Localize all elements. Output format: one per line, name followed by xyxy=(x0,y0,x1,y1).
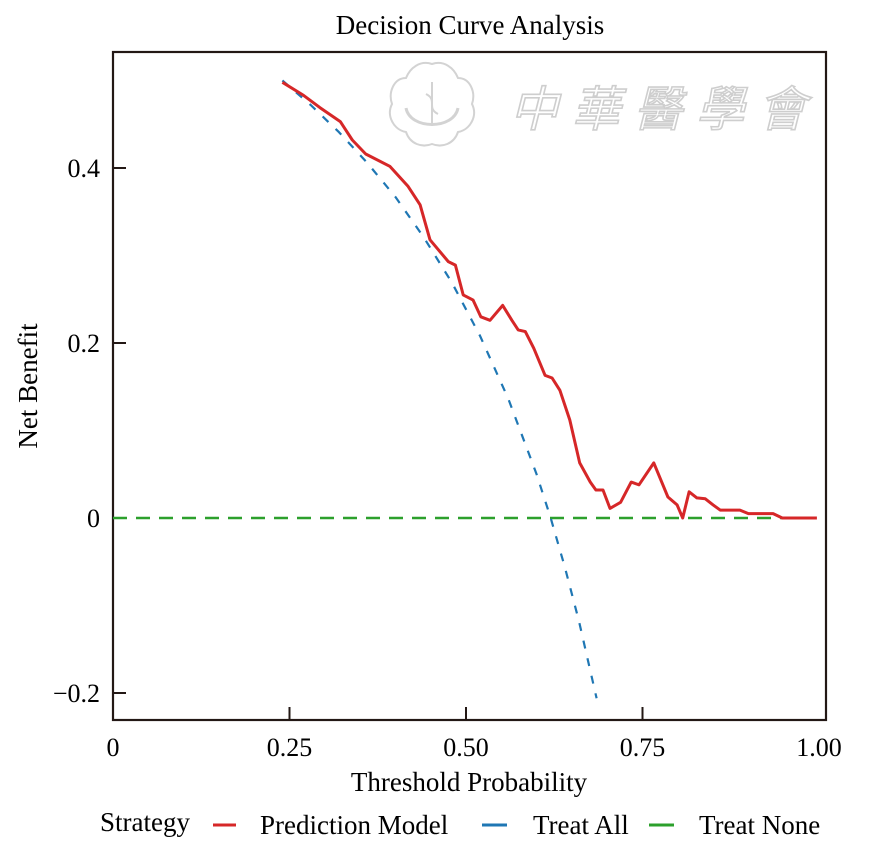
y-axis-label: Net Benefit xyxy=(13,323,43,449)
legend-label-treat-none: Treat None xyxy=(699,810,820,840)
y-tick-label: 0 xyxy=(87,504,100,533)
series-line-prediction-model xyxy=(281,81,817,520)
x-tick-label: 0.25 xyxy=(267,733,313,762)
watermark: 中華醫學會 xyxy=(388,62,820,147)
watermark-text: 中華醫學會 xyxy=(510,82,820,138)
x-tick-label: 1.00 xyxy=(796,733,842,762)
chart-title: Decision Curve Analysis xyxy=(336,10,604,40)
x-axis: 0 0.25 0.50 0.75 1.00 xyxy=(107,707,842,762)
y-tick-label: 0.2 xyxy=(68,329,101,358)
series-layer xyxy=(113,79,817,699)
legend-label-treat-all: Treat All xyxy=(533,810,629,840)
y-tick-label: 0.4 xyxy=(68,154,101,183)
legend-label-prediction-model: Prediction Model xyxy=(260,810,448,840)
legend-title: Strategy xyxy=(100,807,190,837)
x-axis-label: Threshold Probability xyxy=(351,767,588,797)
legend: Strategy Prediction Model Treat All Trea… xyxy=(100,807,820,840)
x-tick-label: 0.75 xyxy=(620,733,666,762)
x-tick-label: 0.50 xyxy=(443,733,489,762)
emblem-icon xyxy=(388,62,476,147)
plot-frame xyxy=(111,50,828,722)
x-tick-label: 0 xyxy=(107,733,120,762)
series-line-treat-all xyxy=(281,79,598,699)
y-axis: −0.2 0 0.2 0.4 xyxy=(53,154,126,708)
y-tick-label: −0.2 xyxy=(53,679,100,708)
